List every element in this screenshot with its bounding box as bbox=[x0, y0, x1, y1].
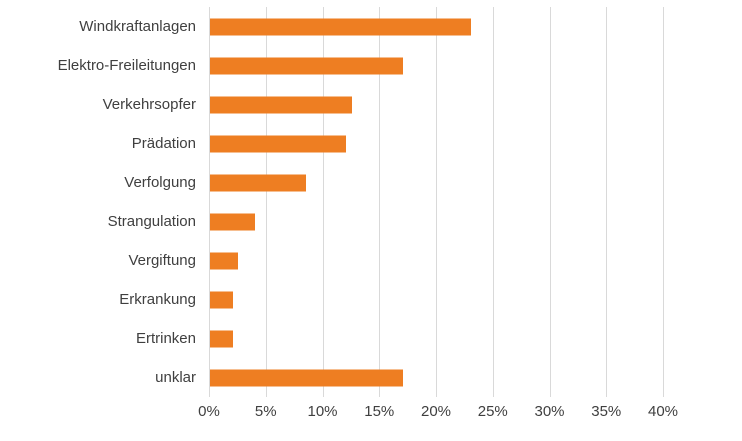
value-axis: 0% 5% 10% 15% 20% 25% 30% 35% 40% bbox=[0, 403, 742, 429]
bar: 12.5 bbox=[210, 96, 352, 113]
x-tick-label: 30% bbox=[534, 403, 565, 420]
bar: 17 bbox=[210, 57, 403, 74]
gridline bbox=[379, 7, 381, 397]
gridline bbox=[265, 7, 267, 397]
gridline bbox=[322, 7, 324, 397]
bar: 12 bbox=[210, 135, 347, 152]
bar-row: 17 bbox=[209, 46, 663, 85]
bar-row: 12.5 bbox=[209, 85, 663, 124]
category-label: Ertrinken bbox=[135, 330, 196, 347]
bar: 2 bbox=[210, 330, 233, 347]
x-tick-label: 25% bbox=[477, 403, 508, 420]
bar: 2.5 bbox=[210, 252, 239, 269]
bar-row: 23 bbox=[209, 7, 663, 46]
bar: 8.5 bbox=[210, 174, 307, 191]
category-label: Prädation bbox=[131, 135, 196, 152]
gridline bbox=[209, 7, 210, 397]
bar-row: 2.5 bbox=[209, 241, 663, 280]
bar: 2 bbox=[210, 291, 233, 308]
bar: 23 bbox=[210, 18, 472, 35]
bar-row: 4 bbox=[209, 202, 663, 241]
gridline bbox=[436, 7, 437, 397]
category-label: Erkrankung bbox=[119, 291, 196, 308]
x-tick-label: 35% bbox=[591, 403, 622, 420]
gridline bbox=[663, 7, 664, 397]
bar: 17 bbox=[210, 369, 403, 386]
gridline bbox=[549, 7, 551, 397]
bar: 4 bbox=[210, 213, 256, 230]
category-label: Strangulation bbox=[107, 213, 196, 230]
bar-row: 12 bbox=[209, 124, 663, 163]
category-axis: Windkraftanlagen Elektro-Freileitungen Ver… bbox=[0, 7, 196, 397]
bar-row: 2 bbox=[209, 280, 663, 319]
plot-area: 23 17 12.5 12 8.5 4 2.5 2 2 17 bbox=[209, 7, 664, 397]
category-label: unklar bbox=[155, 369, 196, 386]
category-label: Verfolgung bbox=[124, 174, 196, 191]
x-tick-label: 0% bbox=[198, 403, 220, 420]
gridline bbox=[492, 7, 494, 397]
x-tick-label: 20% bbox=[420, 403, 452, 420]
x-tick-label: 5% bbox=[254, 403, 277, 420]
bar-row: 17 bbox=[209, 358, 663, 397]
bar-row: 2 bbox=[209, 319, 663, 358]
bar-row: 8.5 bbox=[209, 163, 663, 202]
x-tick-label: 15% bbox=[364, 403, 395, 420]
gridline bbox=[606, 7, 608, 397]
x-tick-label: 10% bbox=[307, 403, 338, 420]
category-label: Elektro-Freileitungen bbox=[57, 57, 196, 74]
category-label: Vergiftung bbox=[128, 252, 196, 269]
category-label: Verkehrsopfer bbox=[102, 96, 196, 113]
category-label: Windkraftanlagen bbox=[79, 18, 196, 35]
x-tick-label: 40% bbox=[647, 403, 679, 420]
